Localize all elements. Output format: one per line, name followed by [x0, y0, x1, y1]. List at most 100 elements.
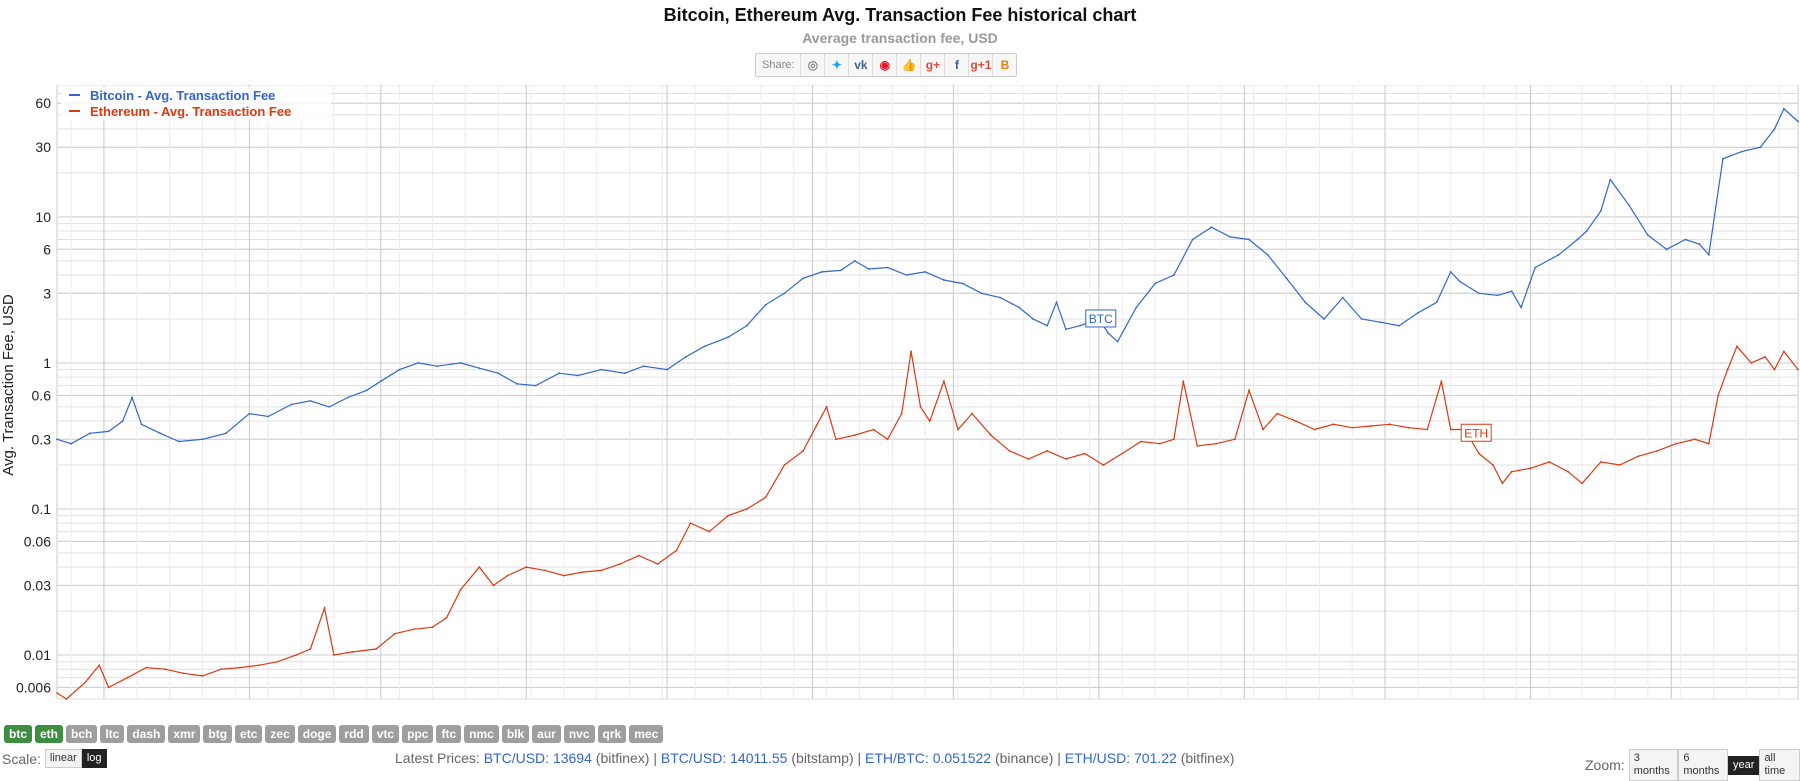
latest-prices: Latest Prices: BTC/USD: 13694 (bitfinex)… — [395, 750, 1234, 766]
data-point — [121, 420, 124, 422]
scale-log-button[interactable]: log — [81, 749, 107, 768]
data-point — [1529, 467, 1532, 470]
reddit-icon[interactable]: ◎ — [801, 54, 826, 76]
y-tick-label: 0.3 — [32, 431, 52, 447]
data-point — [1215, 442, 1217, 445]
coin-tag-zec[interactable]: zec — [265, 725, 295, 743]
data-point — [1229, 236, 1232, 238]
coin-tag-ppc[interactable]: ppc — [402, 725, 434, 743]
weibo-icon[interactable]: ◉ — [873, 54, 898, 76]
data-point — [1548, 461, 1551, 463]
price-pair[interactable]: BTC/USD: 13694 — [483, 750, 592, 766]
coin-tag-vtc[interactable]: vtc — [371, 725, 400, 743]
data-point — [248, 412, 251, 415]
legend-item[interactable]: Bitcoin - Avg. Transaction Fee — [90, 88, 275, 103]
data-point — [999, 296, 1002, 299]
zoom-all-time-button[interactable]: all time — [1759, 749, 1800, 781]
coin-tag-btg[interactable]: btg — [203, 725, 233, 743]
data-point — [1435, 301, 1438, 304]
coin-tag-qrk[interactable]: qrk — [597, 725, 627, 743]
data-point — [1449, 428, 1452, 431]
coin-tag-nvc[interactable]: nvc — [563, 725, 595, 743]
twitter-icon[interactable]: ✦ — [825, 54, 850, 76]
series-tag-box — [1460, 423, 1492, 442]
data-point — [802, 277, 804, 280]
data-point — [379, 380, 382, 383]
series-tag-label: BTC — [1089, 312, 1113, 326]
coin-tag-rdd[interactable]: rdd — [339, 725, 369, 743]
data-point — [1173, 274, 1175, 276]
data-point — [1341, 296, 1344, 299]
price-pair[interactable]: ETH/USD: 701.22 — [1064, 750, 1177, 766]
data-point — [1055, 301, 1058, 304]
data-point — [65, 698, 68, 700]
data-point — [727, 336, 729, 339]
data-point — [131, 396, 134, 399]
data-point — [1698, 243, 1701, 246]
data-point — [689, 522, 692, 524]
vk-icon[interactable]: vk — [849, 54, 874, 76]
data-point — [1449, 271, 1452, 273]
coin-tag-eth[interactable]: eth — [35, 725, 63, 743]
coin-tag-btc[interactable]: btc — [4, 725, 32, 743]
coin-tag-mec[interactable]: mec — [629, 725, 664, 743]
data-point — [1173, 438, 1175, 441]
zoom-3-months-button[interactable]: 3 months — [1628, 749, 1679, 781]
coin-tag-aur[interactable]: aur — [532, 725, 561, 743]
data-point — [56, 692, 58, 694]
data-point — [1285, 277, 1288, 280]
data-point — [1783, 350, 1785, 353]
gplus-one-icon[interactable]: g+1 — [969, 54, 994, 76]
data-point — [1262, 428, 1264, 431]
data-point — [1191, 238, 1194, 241]
coin-tag-blk[interactable]: blk — [501, 725, 530, 743]
data-point — [783, 464, 786, 466]
like-icon[interactable]: 👍 — [897, 54, 922, 76]
coin-tag-xmr[interactable]: xmr — [168, 725, 201, 743]
data-point — [1154, 282, 1156, 285]
data-point — [412, 628, 415, 631]
data-point — [1618, 464, 1621, 466]
chart-title: Bitcoin, Ethereum Avg. Transaction Fee h… — [663, 5, 1137, 25]
coin-tag-bch[interactable]: bch — [66, 725, 98, 743]
coin-tag-doge[interactable]: doge — [297, 725, 337, 743]
data-point — [145, 666, 148, 669]
data-point — [1707, 253, 1710, 256]
price-pair[interactable]: ETH/BTC: 0.051522 — [865, 750, 992, 766]
zoom-6-months-button[interactable]: 6 months — [1678, 749, 1729, 781]
data-point — [1379, 321, 1382, 324]
coin-tag-etc[interactable]: etc — [235, 725, 263, 743]
google-icon[interactable]: g+ — [921, 54, 946, 76]
price-separator: | — [853, 750, 866, 766]
data-point — [1510, 470, 1513, 473]
zoom-switch: Zoom: 3 months 6 months year all time — [1585, 749, 1800, 781]
chart-subtitle: Average transaction fee, USD — [802, 30, 998, 46]
data-point — [867, 268, 870, 270]
data-point — [375, 648, 377, 650]
data-point — [1158, 442, 1161, 445]
price-pair[interactable]: BTC/USD: 14011.55 — [660, 750, 788, 766]
data-point — [1557, 253, 1560, 256]
coin-tag-nmc[interactable]: nmc — [464, 725, 499, 743]
blogger-icon[interactable]: B — [1000, 58, 1010, 72]
data-point — [872, 428, 875, 431]
coin-tag-ftc[interactable]: ftc — [436, 725, 462, 743]
scale-linear-button[interactable]: linear — [44, 749, 82, 768]
data-point — [928, 420, 931, 422]
coin-selector: btc eth bch ltc dash xmr btg etc zec doge rdd vtc pp… — [4, 725, 664, 743]
data-point — [1360, 318, 1363, 320]
legend-item[interactable]: Ethereum - Avg. Transaction Fee — [90, 104, 291, 119]
coin-tag-ltc[interactable]: ltc — [100, 725, 125, 743]
data-point — [971, 412, 973, 415]
data-point — [821, 271, 823, 273]
coin-tag-dash[interactable]: dash — [127, 725, 166, 743]
data-point — [703, 345, 706, 348]
data-point — [431, 626, 434, 629]
zoom-year-button[interactable]: year — [1728, 755, 1760, 775]
prices-label: Latest Prices: — [395, 750, 480, 766]
bottom-bar: Scale: linear log Latest Prices: BTC/USD… — [0, 748, 1800, 781]
facebook-icon[interactable]: f — [945, 54, 970, 76]
data-point — [1684, 238, 1687, 241]
series-tag-eth: ETH — [1460, 423, 1492, 442]
